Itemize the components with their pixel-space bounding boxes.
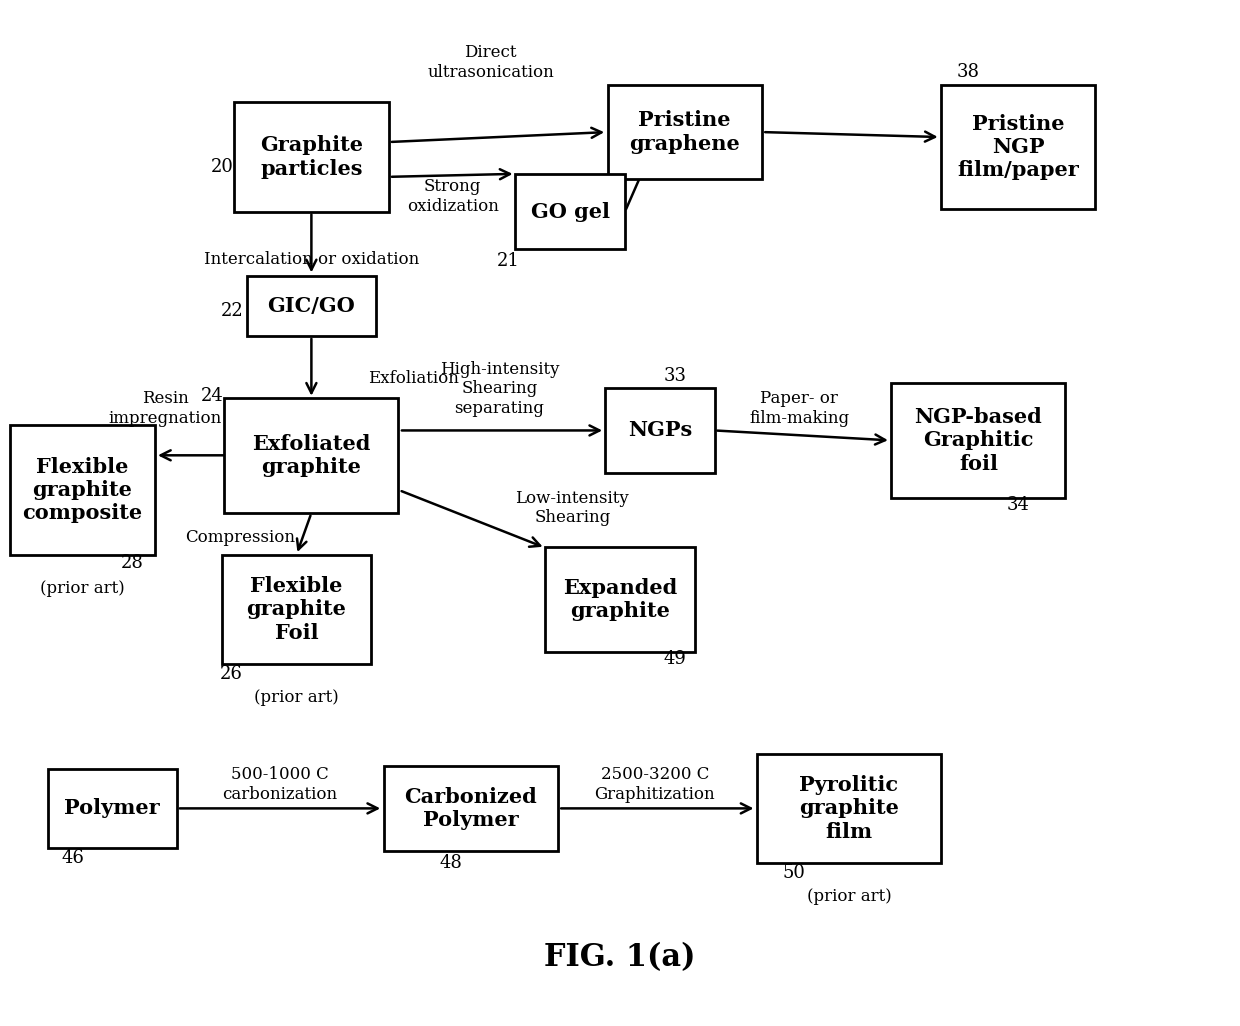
- Text: FIG. 1(a): FIG. 1(a): [544, 942, 696, 973]
- Text: 28: 28: [120, 554, 144, 571]
- Text: 33: 33: [663, 366, 686, 385]
- Text: Paper- or
film-making: Paper- or film-making: [749, 390, 849, 427]
- FancyBboxPatch shape: [516, 174, 625, 249]
- Text: 2500-3200 C
Graphitization: 2500-3200 C Graphitization: [594, 766, 715, 802]
- FancyBboxPatch shape: [608, 85, 761, 180]
- Text: 20: 20: [211, 158, 233, 175]
- Text: 46: 46: [61, 850, 84, 867]
- Text: NGP-based
Graphitic
foil: NGP-based Graphitic foil: [915, 407, 1043, 474]
- FancyBboxPatch shape: [756, 754, 941, 863]
- Text: Flexible
graphite
Foil: Flexible graphite Foil: [247, 577, 346, 642]
- Text: Pristine
NGP
film/paper: Pristine NGP film/paper: [957, 114, 1079, 181]
- FancyBboxPatch shape: [222, 555, 371, 664]
- Text: Exfoliated
graphite: Exfoliated graphite: [252, 434, 371, 477]
- Text: 22: 22: [221, 302, 243, 320]
- FancyBboxPatch shape: [247, 276, 376, 336]
- Text: High-intensity
Shearing
separating: High-intensity Shearing separating: [440, 360, 559, 417]
- Text: GIC/GO: GIC/GO: [268, 297, 356, 316]
- FancyBboxPatch shape: [383, 766, 558, 851]
- Text: Intercalation or oxidation: Intercalation or oxidation: [203, 251, 419, 268]
- Text: Compression: Compression: [185, 529, 295, 547]
- Text: Low-intensity
Shearing: Low-intensity Shearing: [516, 489, 629, 526]
- Text: Flexible
graphite
composite: Flexible graphite composite: [22, 457, 143, 523]
- Text: 34: 34: [1007, 496, 1029, 514]
- Text: 49: 49: [663, 650, 686, 668]
- Text: (prior art): (prior art): [40, 580, 125, 597]
- Text: Polymer: Polymer: [64, 798, 160, 819]
- Text: 500-1000 C
carbonization: 500-1000 C carbonization: [222, 766, 337, 802]
- Text: Carbonized
Polymer: Carbonized Polymer: [404, 787, 537, 830]
- Text: 26: 26: [221, 665, 243, 683]
- Text: 48: 48: [439, 854, 463, 872]
- Text: 38: 38: [957, 64, 980, 81]
- Text: 21: 21: [497, 252, 520, 271]
- Text: Pristine
graphene: Pristine graphene: [630, 111, 740, 154]
- FancyBboxPatch shape: [224, 398, 398, 513]
- Text: Strong
oxidization: Strong oxidization: [407, 179, 498, 215]
- FancyBboxPatch shape: [47, 768, 177, 849]
- Text: Resin
impregnation: Resin impregnation: [108, 390, 222, 427]
- Text: 24: 24: [201, 387, 223, 404]
- FancyBboxPatch shape: [546, 547, 694, 652]
- FancyBboxPatch shape: [941, 85, 1095, 209]
- FancyBboxPatch shape: [605, 388, 714, 473]
- Text: GO gel: GO gel: [531, 202, 610, 222]
- Text: Pyrolitic
graphite
film: Pyrolitic graphite film: [799, 776, 899, 841]
- Text: Exfoliation: Exfoliation: [368, 370, 459, 387]
- Text: (prior art): (prior art): [254, 689, 339, 706]
- FancyBboxPatch shape: [234, 103, 388, 211]
- Text: (prior art): (prior art): [806, 887, 892, 905]
- FancyBboxPatch shape: [892, 383, 1065, 498]
- Text: NGPs: NGPs: [627, 421, 692, 440]
- Text: Expanded
graphite: Expanded graphite: [563, 578, 677, 621]
- FancyBboxPatch shape: [10, 426, 155, 555]
- Text: 50: 50: [782, 864, 806, 882]
- Text: Direct
ultrasonication: Direct ultrasonication: [428, 44, 554, 81]
- Text: Graphite
particles: Graphite particles: [260, 135, 363, 179]
